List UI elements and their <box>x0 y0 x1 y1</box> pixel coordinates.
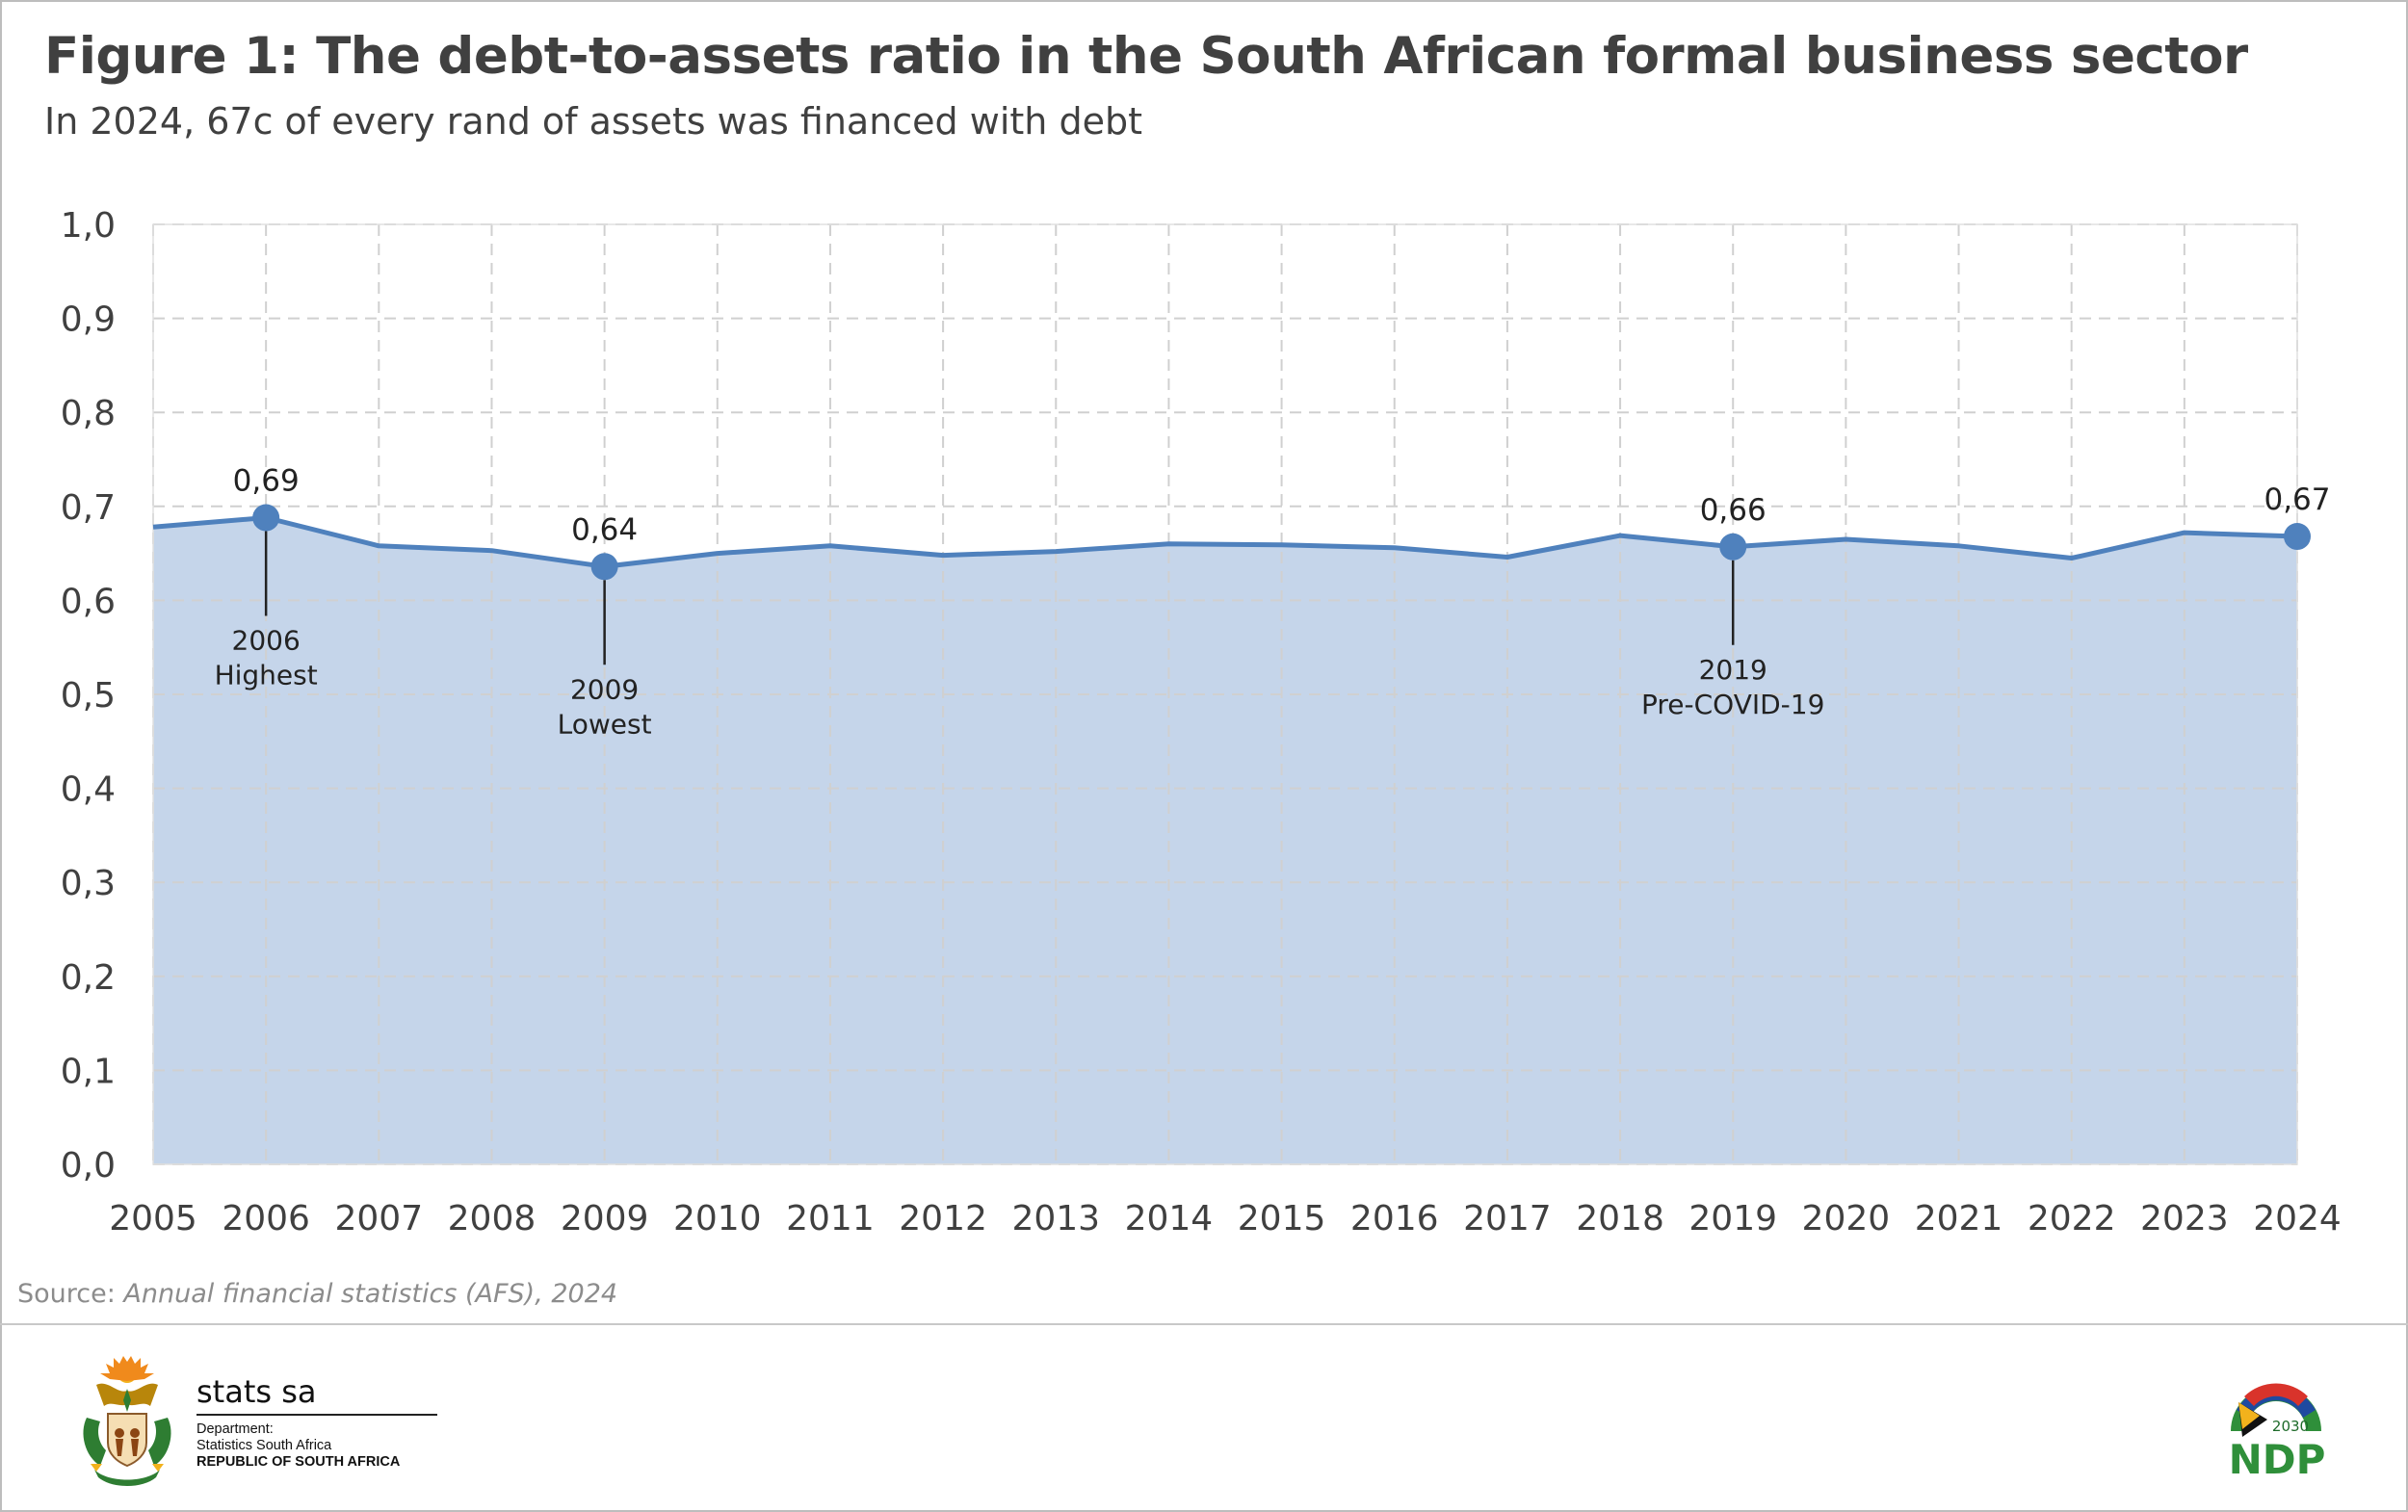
x-tick-label: 2014 <box>1125 1199 1214 1238</box>
debt-to-assets-chart: 0,0 0,1 0,2 0,3 0,4 0,5 0,6 0,7 0,8 0,9 1,0 2005 200… <box>61 206 2342 1238</box>
y-tick-label: 0,4 <box>61 770 116 810</box>
annotation-label: 2019 <box>1699 654 1767 686</box>
x-tick-label: 2024 <box>2253 1199 2342 1238</box>
annotation-label: Highest <box>215 660 318 691</box>
x-tick-label: 2018 <box>1576 1199 1664 1238</box>
data-label: 0,69 <box>233 464 300 499</box>
chart-title: Figure 1: The debt-to-assets ratio in th… <box>44 27 2248 86</box>
x-tick-label: 2005 <box>109 1199 197 1238</box>
x-tick-label: 2021 <box>1915 1199 2003 1238</box>
area-layer <box>153 517 2297 1164</box>
y-tick-label: 1,0 <box>61 206 116 246</box>
statssa-department-text: Department: Statistics South Africa REPU… <box>196 1421 400 1471</box>
data-label: 0,67 <box>2264 482 2330 517</box>
statssa-logo: stats sa Department: Statistics South Af… <box>79 1348 464 1493</box>
series-line <box>152 515 2298 569</box>
x-tick-label: 2008 <box>448 1199 537 1238</box>
source-publication: Annual financial statistics (AFS), 2024 <box>123 1279 618 1309</box>
country-name: REPUBLIC OF SOUTH AFRICA <box>196 1454 401 1470</box>
x-tick-label: 2015 <box>1238 1199 1326 1238</box>
x-tick-label: 2007 <box>335 1199 424 1238</box>
x-tick-label: 2019 <box>1688 1199 1777 1238</box>
data-point-marker <box>1719 533 1747 560</box>
x-tick-label: 2009 <box>561 1199 649 1238</box>
ndp-logo-icon: 2030 NDP <box>2229 1383 2326 1479</box>
series-area <box>153 517 2297 1164</box>
y-tick-label: 0,2 <box>61 958 116 998</box>
source-prefix: Source: <box>17 1279 124 1309</box>
annotation-leader-layer <box>264 531 1735 665</box>
annotation-label: Lowest <box>558 708 652 740</box>
y-tick-label: 0,3 <box>61 864 116 903</box>
x-tick-label: 2017 <box>1463 1199 1552 1238</box>
data-point-marker <box>590 553 618 581</box>
x-tick-label: 2013 <box>1011 1199 1100 1238</box>
data-label: 0,64 <box>571 512 638 547</box>
coat-of-arms-icon <box>83 1356 171 1486</box>
plot-area-border <box>152 223 2298 1165</box>
department-label: Department: <box>196 1421 274 1437</box>
x-tick-label: 2022 <box>2028 1199 2116 1238</box>
y-tick-label: 0,6 <box>61 582 116 621</box>
x-tick-label: 2010 <box>673 1199 762 1238</box>
x-tick-label: 2011 <box>786 1199 875 1238</box>
y-tick-label: 0,1 <box>61 1052 116 1091</box>
ndp-label: NDP <box>2229 1436 2326 1479</box>
y-tick-label: 0,0 <box>61 1146 116 1186</box>
agency-name: Statistics South Africa <box>196 1438 332 1453</box>
grid-layer <box>152 223 2298 1165</box>
x-tick-label: 2012 <box>899 1199 987 1238</box>
data-point-marker <box>252 504 280 532</box>
line-layer <box>152 515 2298 569</box>
x-tick-label: 2016 <box>1350 1199 1439 1238</box>
source-note: Source: Annual financial statistics (AFS… <box>17 1279 617 1309</box>
statssa-wordmark: stats sa <box>196 1373 317 1410</box>
data-point-marker <box>2284 523 2311 551</box>
y-tick-label: 0,7 <box>61 488 116 528</box>
x-tick-label: 2020 <box>1802 1199 1891 1238</box>
annotation-label: 2006 <box>232 625 301 657</box>
y-tick-label: 0,9 <box>61 300 116 340</box>
x-tick-label: 2006 <box>222 1199 310 1238</box>
ndp-year: 2030 <box>2272 1418 2309 1435</box>
footer-divider <box>0 1323 2408 1325</box>
axis-tick-label-layer: 0,0 0,1 0,2 0,3 0,4 0,5 0,6 0,7 0,8 0,9 1,0 2005 200… <box>61 206 2342 1238</box>
chart-subtitle: In 2024, 67c of every rand of assets was… <box>44 100 1142 143</box>
marker-layer <box>252 504 2311 581</box>
y-tick-label: 0,5 <box>61 676 116 716</box>
y-tick-label: 0,8 <box>61 394 116 433</box>
annotation-label: 2009 <box>570 673 639 705</box>
statssa-rule <box>196 1414 437 1416</box>
annotation-label: Pre-COVID-19 <box>1641 689 1824 720</box>
x-tick-label: 2023 <box>2140 1199 2229 1238</box>
data-label: 0,66 <box>1700 493 1767 528</box>
